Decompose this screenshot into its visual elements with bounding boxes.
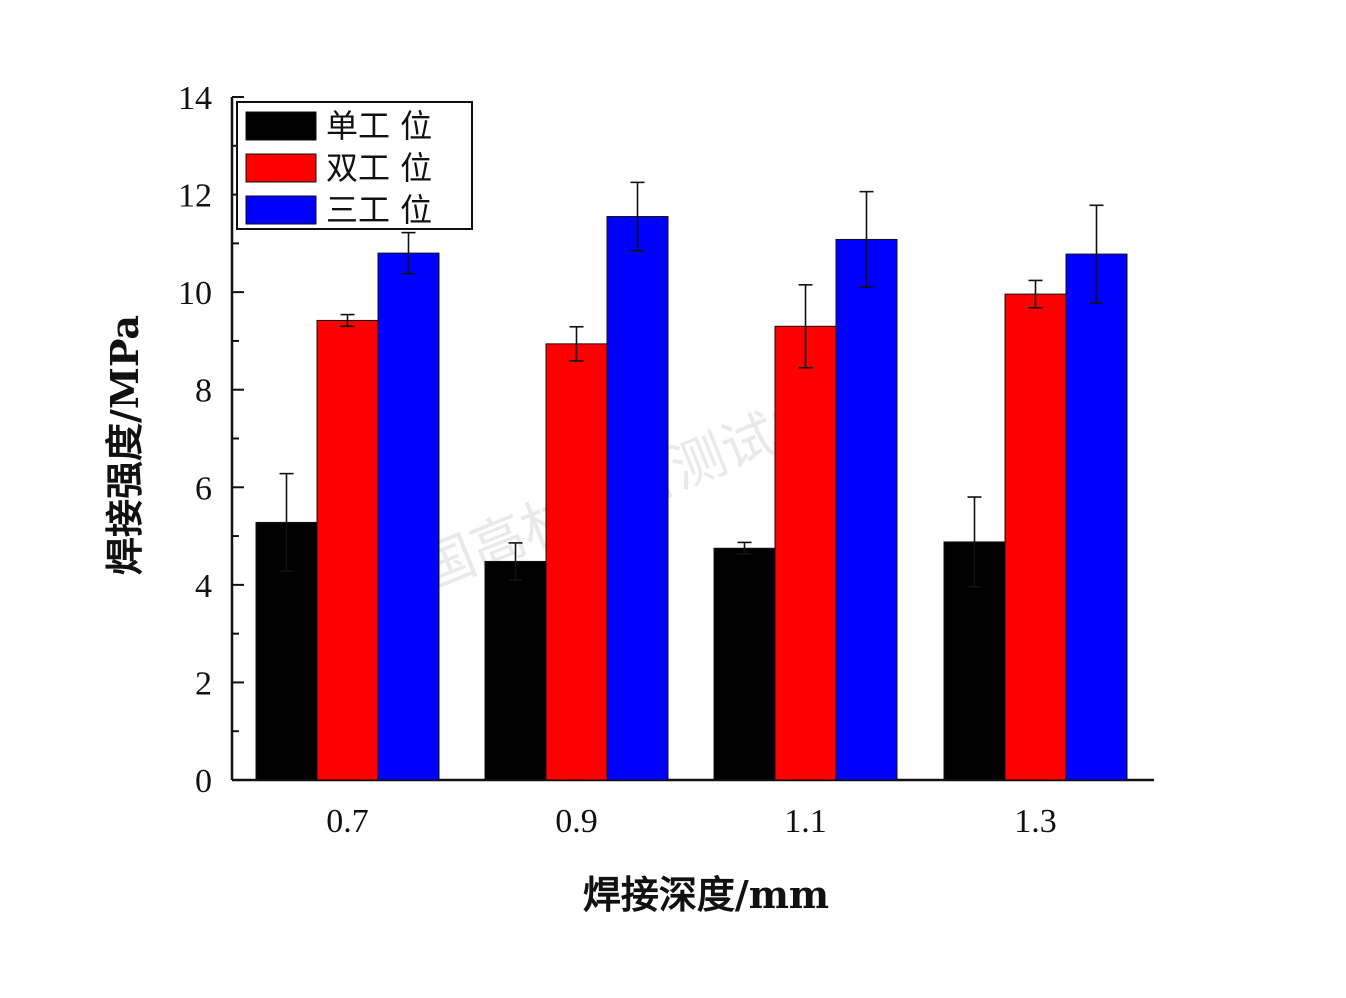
x-tick-label: 1.1 bbox=[784, 803, 827, 840]
bar bbox=[774, 325, 837, 781]
x-axis-title: 焊接深度/mm bbox=[583, 872, 829, 917]
bar bbox=[316, 319, 379, 781]
bar bbox=[606, 216, 669, 781]
legend-label: 单工 位 bbox=[326, 107, 432, 145]
bar bbox=[1004, 293, 1067, 781]
legend: 单工 位双工 位三工 位 bbox=[236, 101, 473, 230]
legend-label: 双工 位 bbox=[326, 149, 432, 187]
y-tick-label: 6 bbox=[195, 470, 212, 507]
x-tick-label: 1.3 bbox=[1014, 803, 1057, 840]
y-tick-label: 8 bbox=[195, 373, 212, 410]
plot-area: 0 2 4 6 8 10 12 14 0.7 0.9 1.1 1.3 单工 位双工 位三工 位 bbox=[178, 80, 1154, 840]
bar bbox=[713, 547, 776, 781]
legend-swatch bbox=[245, 195, 317, 225]
y-tick-label: 2 bbox=[195, 665, 212, 702]
y-tick-label: 14 bbox=[178, 80, 212, 117]
bar bbox=[545, 343, 608, 781]
y-tick-label: 12 bbox=[178, 178, 212, 215]
legend-swatch bbox=[245, 111, 317, 141]
bar bbox=[1065, 253, 1128, 781]
x-tick-label: 0.7 bbox=[326, 803, 369, 840]
y-axis-title: 焊接强度/MPa bbox=[102, 315, 147, 575]
y-tick-label: 10 bbox=[178, 275, 212, 312]
y-tick-label: 4 bbox=[195, 568, 212, 605]
bar bbox=[377, 252, 440, 781]
bar bbox=[835, 238, 898, 781]
x-tick-label: 0.9 bbox=[555, 803, 598, 840]
legend-swatch bbox=[245, 153, 317, 183]
bar bbox=[484, 560, 547, 781]
y-tick-label: 0 bbox=[195, 763, 212, 800]
legend-label: 三工 位 bbox=[326, 191, 432, 229]
